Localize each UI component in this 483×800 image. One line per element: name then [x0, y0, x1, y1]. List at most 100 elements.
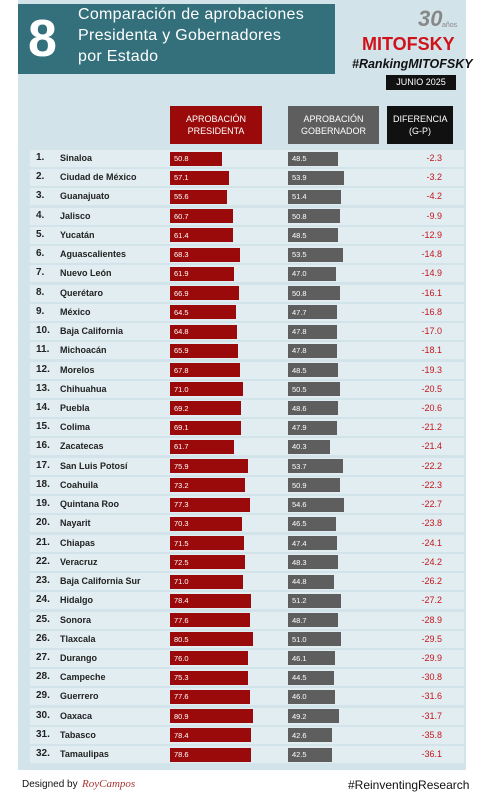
bar [288, 439, 330, 454]
bar [170, 189, 228, 204]
bar-label: 47.7 [292, 307, 307, 317]
bar-label: 51.2 [292, 596, 307, 606]
row-background [30, 515, 464, 533]
bar [170, 420, 242, 435]
bar [170, 670, 248, 685]
state: Chiapas [60, 537, 96, 548]
rank: 31. [36, 728, 50, 740]
bar [288, 305, 338, 320]
bar-label: 42.6 [292, 730, 307, 740]
difference-label: -36.1 [421, 749, 442, 760]
bar [288, 170, 344, 185]
title-line: Comparación de aprobaciones [78, 6, 305, 23]
bar-label: 61.7 [174, 442, 189, 452]
difference-label: -17.0 [421, 326, 442, 337]
bar-label: 73.2 [174, 480, 189, 490]
bar [170, 536, 244, 551]
bar-label: 47.4 [292, 538, 307, 548]
bar [288, 459, 344, 474]
bar [170, 382, 244, 397]
difference-label: -16.8 [421, 306, 442, 317]
difference-label: -21.4 [421, 441, 442, 452]
state: Zacatecas [60, 441, 104, 452]
bar [170, 709, 254, 724]
rank: 6. [36, 248, 45, 260]
hashtag: #RankingMITOFSKY [352, 57, 473, 71]
bar [288, 613, 339, 628]
bar [170, 728, 251, 743]
state: Veracruz [60, 556, 98, 567]
difference-label: -31.7 [421, 710, 442, 721]
bar [170, 574, 244, 589]
state: Tabasco [60, 729, 96, 740]
bar [170, 209, 233, 224]
bar [170, 497, 250, 512]
bar [288, 497, 345, 512]
rank: 17. [36, 459, 50, 471]
bar-label: 65.9 [174, 346, 189, 356]
bar [288, 632, 341, 647]
bar [170, 401, 242, 416]
bar-label: 64.8 [174, 327, 189, 337]
bar [288, 747, 332, 762]
bar [170, 613, 250, 628]
rank: 14. [36, 401, 50, 413]
bar-label: 77.6 [174, 692, 189, 702]
bar-label: 71.0 [174, 577, 189, 587]
row-background [30, 342, 464, 360]
difference-label: -27.2 [421, 595, 442, 606]
bar-label: 70.3 [174, 519, 189, 529]
bar-label: 50.8 [174, 154, 189, 163]
rank: 20. [36, 517, 50, 529]
row-background [30, 438, 464, 456]
bar [288, 343, 338, 358]
rank: 8. [36, 286, 45, 298]
state: Nayarit [60, 518, 91, 529]
difference-label: -4.2 [426, 191, 442, 202]
state: Quintana Roo [60, 499, 119, 510]
bar-label: 66.9 [174, 288, 189, 298]
bar-label: 44.8 [292, 577, 307, 587]
rank: 27. [36, 651, 50, 663]
rank: 32. [36, 748, 50, 760]
rank: 4. [36, 209, 45, 221]
state: Nuevo León [60, 268, 112, 279]
bar [288, 555, 338, 570]
state: Tamaulipas [60, 749, 109, 760]
state: Sonora [60, 614, 92, 625]
rank: 13. [36, 382, 50, 394]
row-background [30, 573, 464, 591]
bar-label: 78.4 [174, 730, 189, 740]
bar-label: 61.4 [174, 230, 189, 240]
bar-label: 75.3 [174, 673, 189, 683]
rank: 15. [36, 421, 50, 433]
difference-label: -22.3 [421, 479, 442, 490]
bar [288, 266, 337, 281]
state: Aguascalientes [60, 249, 127, 260]
bar [288, 189, 341, 204]
bar-label: 50.8 [292, 288, 307, 298]
rank: 5. [36, 228, 45, 240]
bar-label: 60.7 [174, 211, 189, 221]
rank: 18. [36, 478, 50, 490]
state: Hidalgo [60, 595, 93, 606]
bar [288, 728, 332, 743]
state: Coahuila [60, 479, 99, 490]
bar-label: 47.0 [292, 269, 307, 279]
bar-label: 47.8 [292, 327, 307, 337]
bar [170, 593, 251, 608]
state: Ciudad de México [60, 172, 137, 183]
difference-label: -19.3 [421, 364, 442, 375]
footer [0, 770, 483, 800]
difference-label: -20.6 [421, 402, 442, 413]
row-background [30, 419, 464, 437]
row-background [30, 169, 464, 187]
row-background [30, 303, 464, 321]
bar [288, 151, 338, 166]
column-header: APROBACIÓN GOBERNADOR [288, 106, 379, 144]
bar [288, 670, 334, 685]
bar [170, 324, 237, 339]
footer-right: #ReinventingResearch [348, 778, 470, 792]
bar [288, 228, 338, 243]
bar [288, 709, 339, 724]
